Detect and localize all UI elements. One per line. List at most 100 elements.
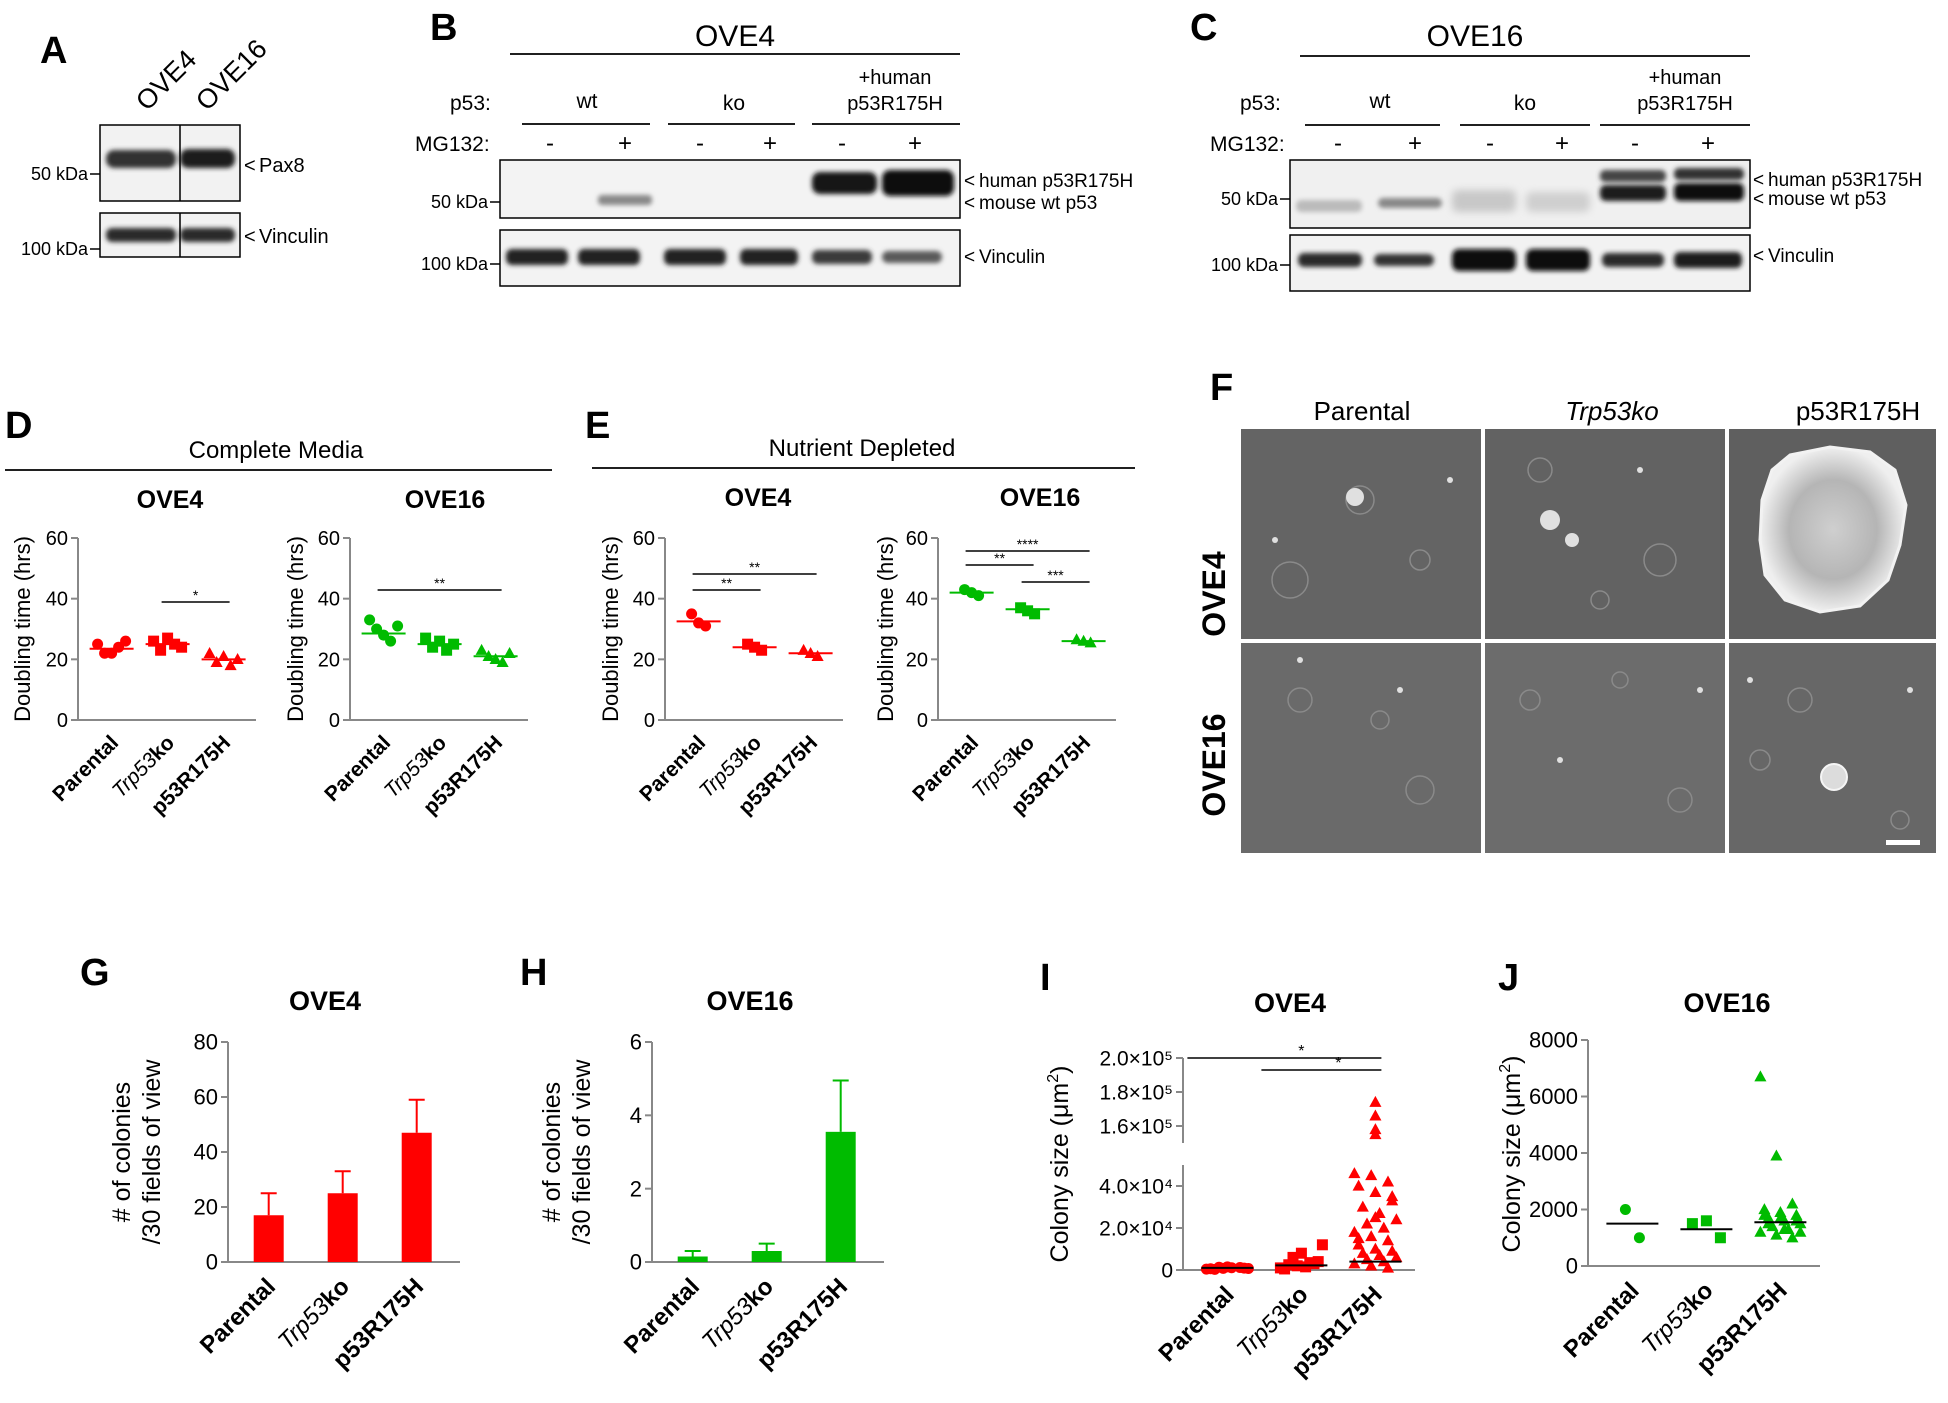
y-tick-label: 40: [906, 589, 928, 611]
data-point: [92, 638, 104, 650]
sign: -: [1631, 130, 1639, 157]
y-axis-label: # of colonies: [108, 1082, 136, 1222]
bar: [677, 1256, 708, 1262]
y-axis-label: # of colonies: [538, 1082, 566, 1222]
data-point: [1029, 608, 1041, 620]
y-tick-label: 80: [194, 1030, 218, 1055]
panel-c-p53-label: p53:: [1240, 92, 1281, 115]
panel-c-blot-vinculin: [1289, 234, 1751, 292]
panel-b-group-hm-1: +human: [859, 67, 932, 89]
y-axis-label-part: ): [1046, 1066, 1074, 1074]
y-tick-label: 40: [46, 589, 68, 611]
y-axis-label: Doubling time (hrs): [598, 536, 623, 722]
data-point: [686, 608, 698, 620]
data-point: [1360, 1217, 1374, 1229]
panel-c-band-mouse: mouse wt p53: [1768, 189, 1886, 210]
data-point: [742, 638, 754, 650]
sign: +: [763, 130, 777, 157]
band: [1600, 185, 1666, 201]
y-tick-label: 0: [57, 710, 68, 732]
data-point: [756, 644, 768, 656]
sign: -: [838, 130, 846, 157]
band: [812, 250, 872, 264]
bar: [751, 1251, 782, 1262]
category-label: Parental: [48, 731, 123, 806]
data-point: [1778, 1222, 1791, 1234]
chart-title: OVE16: [1000, 484, 1081, 512]
y-tick-label: 60: [318, 528, 340, 550]
panel-d-letter: D: [5, 405, 32, 447]
panel-a-lane-1: OVE4: [130, 44, 202, 116]
panel-c: C OVE16 p53: wt ko +human p53R175H MG132…: [1190, 7, 1922, 292]
data-point: [1356, 1246, 1369, 1258]
panel-c-band-human: human p53R175H: [1768, 170, 1922, 191]
scale-bar: [1886, 840, 1920, 845]
category-label: Parental: [635, 731, 710, 806]
svg-text:<: <: [964, 247, 975, 268]
bar: [327, 1193, 358, 1262]
chart-title: OVE4: [725, 484, 792, 512]
data-point: [1352, 1179, 1365, 1191]
y-tick-label: 40: [633, 589, 655, 611]
category-label: Parental: [320, 731, 395, 806]
y-tick-label: 20: [906, 649, 928, 671]
data-point: [1316, 1239, 1328, 1251]
data-point: [811, 649, 824, 661]
sign: +: [1701, 130, 1715, 157]
data-point: [420, 632, 432, 644]
y-tick-label: 0: [206, 1250, 218, 1275]
data-point: [700, 620, 712, 632]
y-axis-label-part: ): [1498, 1056, 1526, 1064]
panel-b-band-human: human p53R175H: [979, 171, 1133, 192]
data-point: [1758, 1208, 1771, 1220]
data-point: [1381, 1234, 1395, 1246]
data-point: [1022, 605, 1034, 617]
svg-text:<: <: [244, 155, 256, 177]
panel-f-col-parental: Parental: [1314, 396, 1411, 426]
data-point: [1369, 1109, 1382, 1121]
panel-a-lane-2: OVE16: [190, 33, 273, 116]
significance-label: *: [1335, 1055, 1341, 1072]
sign: -: [1486, 130, 1494, 157]
data-point: [1714, 1232, 1726, 1244]
panel-c-letter: C: [1190, 7, 1217, 49]
panel-b-group-wt: wt: [576, 90, 598, 113]
data-point: [1386, 1244, 1399, 1256]
y-tick-label: 6: [630, 1030, 642, 1055]
band: [598, 195, 652, 205]
data-point: [1790, 1208, 1803, 1220]
data-point: [797, 643, 810, 655]
band: [180, 149, 235, 168]
data-point: [1786, 1197, 1799, 1209]
sign: +: [618, 130, 632, 157]
data-point: [1754, 1070, 1767, 1082]
y-tick-label: 2.0×10⁴: [1099, 1217, 1173, 1240]
y-tick-label: 4000: [1529, 1141, 1578, 1166]
chart-title: OVE4: [137, 486, 204, 514]
y-tick-label: 0: [329, 710, 340, 732]
y-tick-label: 8000: [1529, 1028, 1578, 1053]
panel-a-band-pax8: Pax8: [259, 155, 305, 177]
data-point: [1304, 1257, 1316, 1269]
bar: [401, 1132, 432, 1262]
data-point: [392, 620, 404, 632]
panel-f-col-trp53ko: Trp53ko: [1565, 396, 1658, 426]
band: [740, 249, 798, 265]
panel-b: B OVE4 p53: wt ko +human p53R175H MG132:…: [415, 7, 1133, 287]
data-point: [496, 656, 509, 668]
panel-a-letter: A: [40, 30, 67, 72]
data-point: [1312, 1256, 1324, 1268]
y-tick-label: 60: [194, 1085, 218, 1110]
data-point: [162, 632, 174, 644]
panel-b-mg-label: MG132:: [415, 133, 490, 156]
significance-label: **: [721, 575, 732, 591]
panel-f-row-ove16: OVE16: [1196, 713, 1232, 816]
chart-h: OVE16 # of colonies/30 fields of view 0 2 4 6…: [538, 986, 884, 1374]
data-point: [1758, 1203, 1771, 1215]
data-point: [210, 656, 223, 668]
data-point: [203, 646, 216, 658]
sign: -: [696, 130, 704, 157]
category-label: Parental: [619, 1273, 705, 1359]
panel-c-group-wt: wt: [1369, 90, 1391, 113]
